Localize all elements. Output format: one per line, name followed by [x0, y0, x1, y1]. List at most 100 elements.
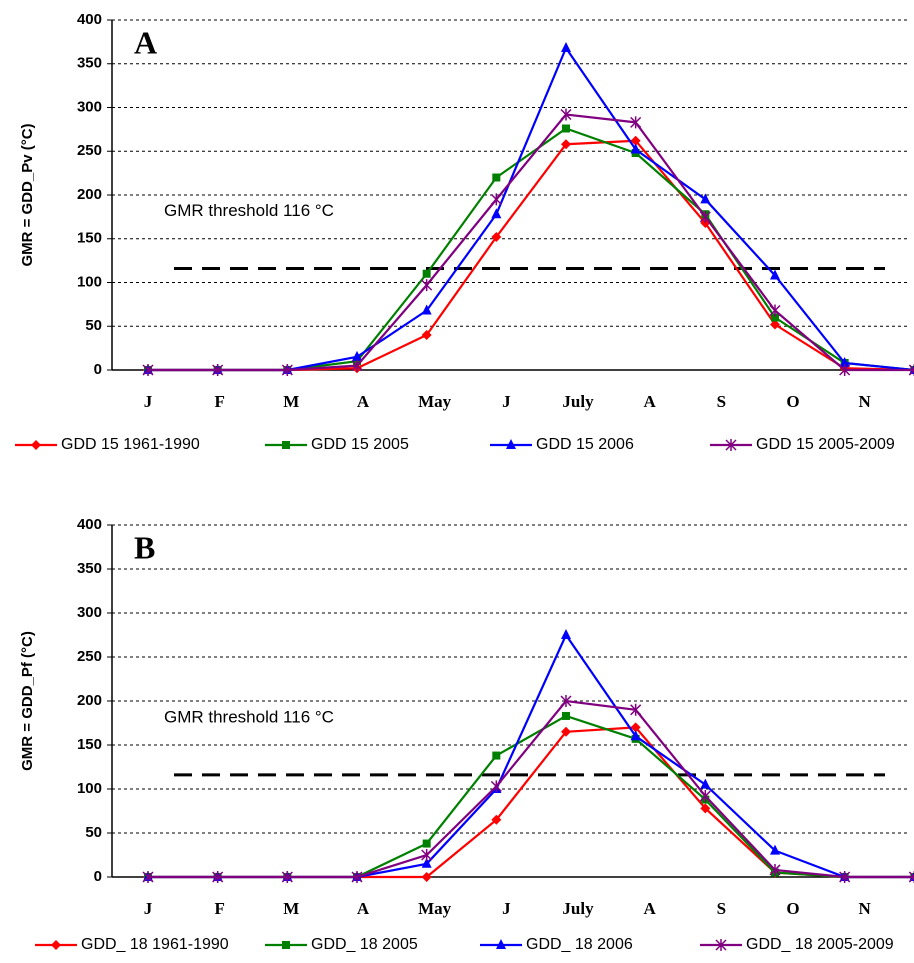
y-tick-label: 100: [77, 780, 102, 797]
marker: [630, 703, 642, 716]
marker: [281, 871, 293, 883]
marker: [560, 42, 571, 52]
legend-label: GDD 15 2006: [536, 436, 634, 453]
marker: [351, 871, 363, 883]
marker: [351, 350, 362, 361]
y-tick-label: 250: [77, 142, 102, 159]
marker: [630, 116, 642, 129]
marker: [282, 941, 290, 949]
x-tick-label: July: [562, 899, 594, 918]
marker: [491, 814, 502, 825]
marker: [142, 364, 154, 376]
marker: [770, 313, 779, 322]
marker: [700, 778, 711, 789]
marker: [561, 124, 570, 133]
y-axis-label: GMR = GDD_Pf (°C): [19, 631, 36, 771]
y-axis-label: GMR = GDD_Pv (°C): [19, 123, 36, 266]
marker: [908, 871, 914, 883]
marker: [700, 193, 711, 204]
marker: [839, 364, 851, 376]
marker: [769, 269, 780, 280]
x-tick-label: N: [859, 392, 872, 411]
marker: [212, 364, 224, 376]
y-tick-label: 350: [77, 560, 102, 577]
y-tick-label: 200: [77, 692, 102, 709]
x-tick-label: A: [644, 392, 657, 411]
marker: [422, 839, 431, 848]
marker: [491, 232, 502, 242]
y-tick-label: 50: [85, 824, 102, 841]
y-tick-label: 350: [77, 55, 102, 72]
x-tick-label: July: [562, 392, 594, 411]
marker: [421, 857, 432, 868]
legend-label: GDD_ 18 2005: [311, 936, 418, 953]
marker: [492, 751, 501, 760]
legend-label: GDD 15 2005-2009: [756, 436, 895, 453]
marker: [31, 440, 41, 450]
series-line: [148, 127, 914, 372]
threshold-label: GMR threshold 116 °C: [164, 707, 334, 726]
x-tick-label: S: [717, 392, 726, 411]
marker: [699, 790, 711, 803]
panel-label: B: [134, 529, 155, 565]
marker: [630, 135, 641, 146]
x-tick-label: M: [283, 899, 299, 918]
marker: [560, 629, 571, 639]
series-line: [148, 726, 914, 879]
marker: [491, 208, 502, 219]
marker: [630, 143, 641, 154]
marker: [421, 304, 432, 315]
x-tick-label: J: [144, 392, 153, 411]
marker: [422, 269, 431, 278]
x-tick-label: O: [786, 392, 799, 411]
marker: [506, 439, 516, 449]
x-tick-label: A: [357, 899, 370, 918]
x-tick-label: O: [786, 899, 799, 918]
x-tick-label: S: [717, 899, 726, 918]
marker: [725, 439, 737, 451]
marker: [561, 711, 570, 720]
marker: [51, 940, 61, 950]
marker: [908, 364, 914, 376]
marker: [699, 210, 711, 223]
marker: [560, 139, 571, 150]
marker: [630, 730, 641, 741]
y-tick-label: 300: [77, 604, 102, 621]
marker: [839, 357, 850, 367]
marker: [839, 871, 851, 883]
legend-label: GDD_ 18 2006: [526, 936, 633, 953]
x-tick-label: J: [144, 899, 153, 918]
x-tick-label: F: [214, 899, 224, 918]
threshold-label: GMR threshold 116 °C: [164, 201, 334, 220]
marker: [769, 863, 781, 876]
marker: [421, 872, 432, 882]
marker: [421, 330, 432, 340]
x-tick-label: A: [644, 899, 657, 918]
x-tick-label: F: [214, 392, 224, 411]
y-tick-label: 300: [77, 98, 102, 115]
marker: [496, 939, 506, 949]
marker: [560, 726, 571, 737]
marker: [421, 279, 433, 292]
legend-label: GDD_ 18 2005-2009: [746, 936, 894, 953]
y-tick-label: 200: [77, 186, 102, 203]
series-line: [148, 139, 914, 372]
marker: [421, 849, 433, 861]
x-tick-label: May: [418, 899, 452, 918]
y-tick-label: 100: [77, 273, 102, 290]
marker: [351, 359, 363, 372]
y-tick-label: 50: [85, 317, 102, 334]
x-tick-label: M: [283, 392, 299, 411]
legend-label: GDD_ 18 1961-1990: [81, 936, 229, 953]
series-line: [148, 699, 914, 879]
marker: [700, 803, 711, 814]
marker: [142, 871, 154, 883]
y-tick-label: 0: [94, 361, 102, 378]
marker: [560, 108, 572, 121]
marker: [560, 695, 572, 707]
marker: [769, 844, 780, 855]
series-line: [148, 714, 914, 879]
y-tick-label: 400: [77, 11, 102, 28]
marker: [490, 193, 502, 206]
